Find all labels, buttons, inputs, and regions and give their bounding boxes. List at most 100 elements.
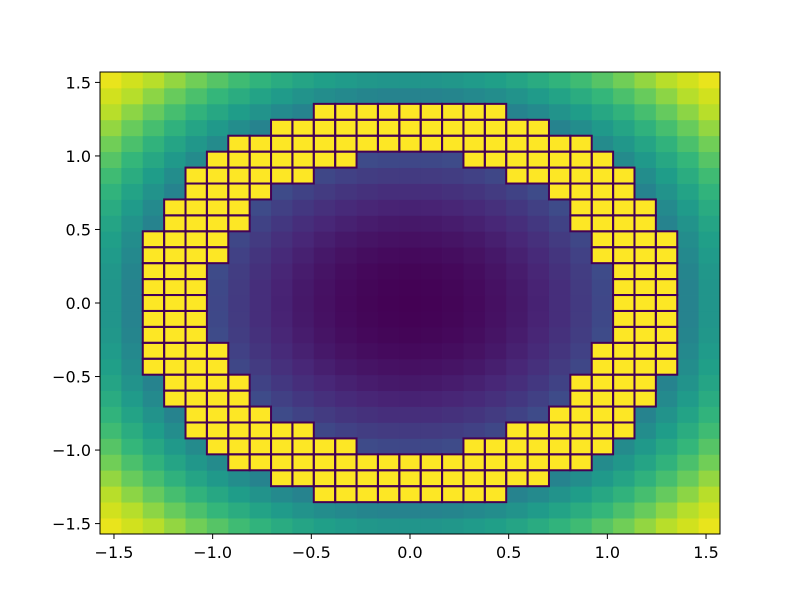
heatmap-cell: [463, 438, 486, 455]
heatmap-cell: [399, 231, 422, 248]
heatmap-cell: [121, 438, 144, 455]
heatmap-cell: [271, 72, 293, 89]
heatmap-cell: [228, 215, 251, 232]
heatmap-cell: [698, 358, 721, 376]
heatmap-cell: [698, 247, 721, 264]
heatmap-cell: [570, 422, 593, 439]
heatmap-cell: [164, 390, 186, 407]
heatmap-cell: [698, 119, 721, 137]
heatmap-cell: [185, 518, 208, 535]
heatmap-cell: [292, 231, 315, 248]
heatmap-cell: [185, 135, 208, 153]
heatmap-cell: [121, 502, 144, 519]
heatmap-cell: [377, 342, 400, 360]
heatmap-cell: [206, 358, 229, 376]
heatmap-cell: [570, 279, 593, 296]
heatmap-cell: [655, 119, 678, 137]
heatmap-cell: [442, 119, 464, 137]
heatmap-cell: [356, 103, 379, 121]
heatmap-cell: [335, 183, 357, 200]
heatmap-cell: [313, 518, 336, 535]
heatmap-cell: [121, 358, 144, 376]
heatmap-cell: [292, 390, 315, 407]
heatmap-cell: [377, 390, 400, 407]
heatmap-cell: [121, 167, 144, 184]
heatmap-cell: [570, 406, 593, 423]
heatmap-cell: [506, 390, 528, 407]
heatmap-cell: [185, 310, 208, 328]
heatmap-cell: [206, 502, 229, 519]
heatmap-cell: [228, 326, 251, 344]
heatmap-cell: [377, 87, 400, 105]
heatmap-cell: [271, 486, 293, 503]
heatmap-cell: [313, 358, 336, 376]
heatmap-cell: [271, 103, 293, 121]
heatmap-cell: [335, 406, 357, 423]
heatmap-cell: [249, 406, 272, 423]
heatmap-cell: [271, 326, 293, 344]
heatmap-cell: [356, 247, 379, 264]
heatmap-cell: [356, 358, 379, 376]
heatmap-cell: [677, 263, 700, 280]
heatmap-cell: [335, 326, 357, 344]
heatmap-cell: [142, 263, 165, 280]
heatmap-cell: [121, 454, 144, 471]
heatmap-cell: [399, 199, 422, 216]
heatmap-cell: [442, 390, 464, 407]
heatmap-cell: [506, 183, 528, 200]
heatmap-cell: [655, 199, 678, 216]
heatmap-cell: [121, 247, 144, 264]
heatmap-cell: [548, 215, 571, 232]
heatmap-cell: [100, 215, 122, 232]
heatmap-cell: [463, 454, 486, 471]
heatmap-cell: [313, 406, 336, 423]
heatmap-cell: [548, 167, 571, 184]
heatmap-cell: [100, 103, 122, 121]
heatmap-cell: [142, 247, 165, 264]
heatmap-cell: [527, 342, 550, 360]
heatmap-cell: [591, 119, 614, 137]
heatmap-cell: [249, 87, 272, 105]
heatmap-cell: [292, 215, 315, 232]
heatmap-cell: [527, 358, 550, 376]
heatmap-cell: [313, 438, 336, 455]
heatmap-cell: [271, 279, 293, 296]
heatmap-cell: [356, 167, 379, 184]
heatmap-cell: [506, 263, 528, 280]
heatmap-cell: [313, 454, 336, 471]
heatmap-cell: [527, 87, 550, 105]
heatmap-cell: [634, 342, 657, 360]
heatmap-cell: [399, 422, 422, 439]
heatmap-cell: [591, 470, 614, 487]
heatmap-cell: [484, 279, 507, 296]
heatmap-cell: [206, 486, 229, 503]
heatmap-cell: [463, 502, 486, 519]
heatmap-cell: [591, 279, 614, 296]
heatmap-cell: [335, 374, 357, 392]
heatmap-cell: [164, 215, 186, 232]
heatmap-cell: [313, 279, 336, 296]
highlight-cell-outline: [654, 230, 679, 249]
heatmap-cell: [356, 135, 379, 153]
heatmap-cell: [570, 247, 593, 264]
heatmap-cell: [335, 151, 357, 168]
heatmap-cell: [164, 87, 186, 105]
heatmap-cell: [442, 406, 464, 423]
heatmap-cell: [634, 263, 657, 280]
heatmap-cell: [399, 406, 422, 423]
heatmap-cell: [206, 135, 229, 153]
heatmap-cell: [527, 103, 550, 121]
heatmap-cell: [142, 326, 165, 344]
heatmap-cell: [271, 87, 293, 105]
heatmap-cell: [142, 199, 165, 216]
heatmap-cell: [527, 406, 550, 423]
heatmap-cell: [271, 422, 293, 439]
heatmap-cell: [591, 438, 614, 455]
heatmap-cell: [613, 374, 635, 392]
heatmap-cell: [292, 199, 315, 216]
heatmap-cell: [698, 215, 721, 232]
heatmap-cell: [677, 135, 700, 153]
heatmap-cell: [335, 135, 357, 153]
heatmap-cell: [548, 358, 571, 376]
heatmap-cell: [313, 199, 336, 216]
